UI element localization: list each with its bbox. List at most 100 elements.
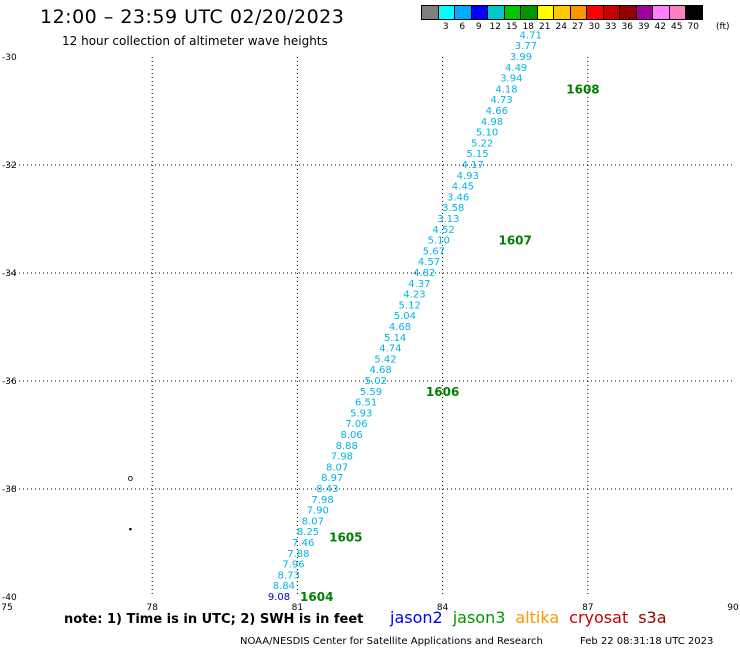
legend-label: 15: [506, 22, 518, 32]
time-label: 1606: [426, 385, 459, 399]
wave-height-label: 8.07: [326, 462, 348, 473]
wave-height-label: 6.51: [355, 398, 377, 409]
wave-height-label: 5.42: [374, 354, 396, 365]
y-tick-label: -30: [2, 53, 17, 63]
x-tick-label: 87: [582, 603, 593, 613]
wave-height-label: 7.06: [345, 419, 367, 430]
wave-height-label: 7.88: [287, 549, 309, 560]
legend-label: 45: [671, 22, 683, 32]
wave-height-label: 4.17: [461, 160, 483, 171]
land-mark: •: [128, 526, 133, 536]
satellite-label: altika: [515, 608, 560, 627]
wave-height-label: 5.10: [428, 236, 450, 247]
time-label: 1608: [566, 82, 599, 96]
legend-swatch: [685, 5, 703, 20]
legend-label: 27: [572, 22, 584, 32]
wave-height-label: 4.45: [452, 182, 474, 193]
legend-label: 12: [489, 22, 501, 32]
wave-height-label: 4.57: [418, 257, 440, 268]
note-text: note: 1) Time is in UTC; 2) SWH is in fe…: [64, 612, 364, 627]
wave-height-label: 8.25: [297, 527, 319, 538]
wave-height-label: 3.58: [442, 203, 464, 214]
wave-height-label: 5.67: [423, 246, 445, 257]
x-tick-label: 78: [146, 603, 158, 613]
wave-height-label: 3.99: [510, 52, 532, 63]
wave-height-label: 5.59: [360, 387, 382, 398]
y-tick-label: -40: [2, 593, 17, 603]
wave-height-label: 4.66: [486, 106, 508, 117]
wave-height-label: 4.49: [505, 63, 527, 74]
x-tick-label: 84: [437, 603, 449, 613]
x-tick-label: 90: [727, 603, 739, 613]
wave-height-label: 7.98: [331, 452, 353, 463]
wave-height-label: 3.94: [500, 74, 522, 85]
satellite-label: s3a: [638, 608, 667, 627]
wave-height-label: 4.68: [389, 322, 411, 333]
time-label: 1607: [498, 234, 531, 248]
wave-height-label: 7.98: [311, 495, 333, 506]
wave-height-label: 8.73: [278, 570, 300, 581]
legend-label: 24: [555, 22, 567, 32]
wave-height-label: 5.02: [365, 376, 387, 387]
y-tick-label: -34: [2, 269, 17, 279]
wave-height-label: 5.12: [399, 300, 421, 311]
wave-height-label: 5.93: [350, 408, 372, 419]
wave-height-label: 4.68: [370, 365, 392, 376]
wave-height-label: 5.22: [471, 138, 493, 149]
legend-label: 9: [475, 22, 482, 32]
wave-height-label: 4.23: [403, 290, 425, 301]
legend-unit: (ft): [716, 22, 730, 32]
x-tick-label: 75: [1, 603, 12, 613]
wave-height-label: 3.77: [515, 41, 537, 52]
wave-height-label: 4.71: [520, 30, 542, 41]
wave-height-label: 4.93: [457, 171, 479, 182]
x-tick-label: 81: [292, 603, 303, 613]
satellite-legend: jason2 jason3 altika cryosat s3a: [390, 608, 667, 627]
y-tick-label: -32: [2, 161, 17, 171]
wave-height-label: 9.08: [268, 592, 290, 603]
time-label: 1605: [329, 531, 362, 545]
wave-height-label: 7.46: [292, 538, 314, 549]
wave-height-label: 4.37: [408, 279, 430, 290]
legend-label: 18: [522, 22, 534, 32]
legend-label: 36: [621, 22, 633, 32]
page-subtitle: 12 hour collection of altimeter wave hei…: [62, 34, 328, 48]
y-tick-label: -36: [2, 377, 17, 387]
satellite-label: jason3: [452, 608, 506, 627]
legend-label: 21: [539, 22, 551, 32]
legend-label: 70: [687, 22, 699, 32]
wave-height-label: 5.04: [394, 311, 416, 322]
legend-label: 30: [588, 22, 600, 32]
wave-height-label: 7.90: [307, 506, 329, 517]
wave-height-label: 4.74: [379, 344, 401, 355]
wave-height-label: 4.73: [491, 95, 513, 106]
wave-height-label: 5.14: [384, 333, 406, 344]
wave-height-label: 8.97: [321, 473, 343, 484]
legend-label: 3: [442, 22, 449, 32]
wave-height-label: 3.13: [437, 214, 459, 225]
legend-label: 6: [459, 22, 466, 32]
wave-height-label: 8.88: [336, 441, 358, 452]
wave-height-label: 4.18: [495, 84, 517, 95]
color-legend-labels: 3 6 9 12 15 18 21 24 27 30 33 36 39 42 45 70: [421, 22, 702, 32]
wave-height-label: 8.07: [302, 516, 324, 527]
wave-height-label: 4.98: [481, 117, 503, 128]
legend-label: 39: [638, 22, 650, 32]
wave-height-label: 3.46: [447, 192, 469, 203]
wave-height-label: 8.43: [316, 484, 338, 495]
timestamp-text: Feb 22 08:31:18 UTC 2023: [580, 636, 714, 647]
legend-label: 33: [605, 22, 617, 32]
land-mark: o: [128, 474, 134, 484]
satellite-label: cryosat: [569, 608, 629, 627]
wave-height-label: 4.82: [413, 268, 435, 279]
wave-height-label: 4.52: [432, 225, 454, 236]
color-legend: [421, 5, 703, 20]
wave-height-label: 5.15: [466, 149, 488, 160]
time-label: 1604: [300, 590, 333, 604]
wave-height-label: 7.96: [282, 560, 304, 571]
wave-height-label: 8.84: [273, 581, 295, 592]
satellite-label: jason2: [390, 608, 443, 627]
legend-label: 42: [654, 22, 666, 32]
wave-height-label: 5.10: [476, 128, 498, 139]
